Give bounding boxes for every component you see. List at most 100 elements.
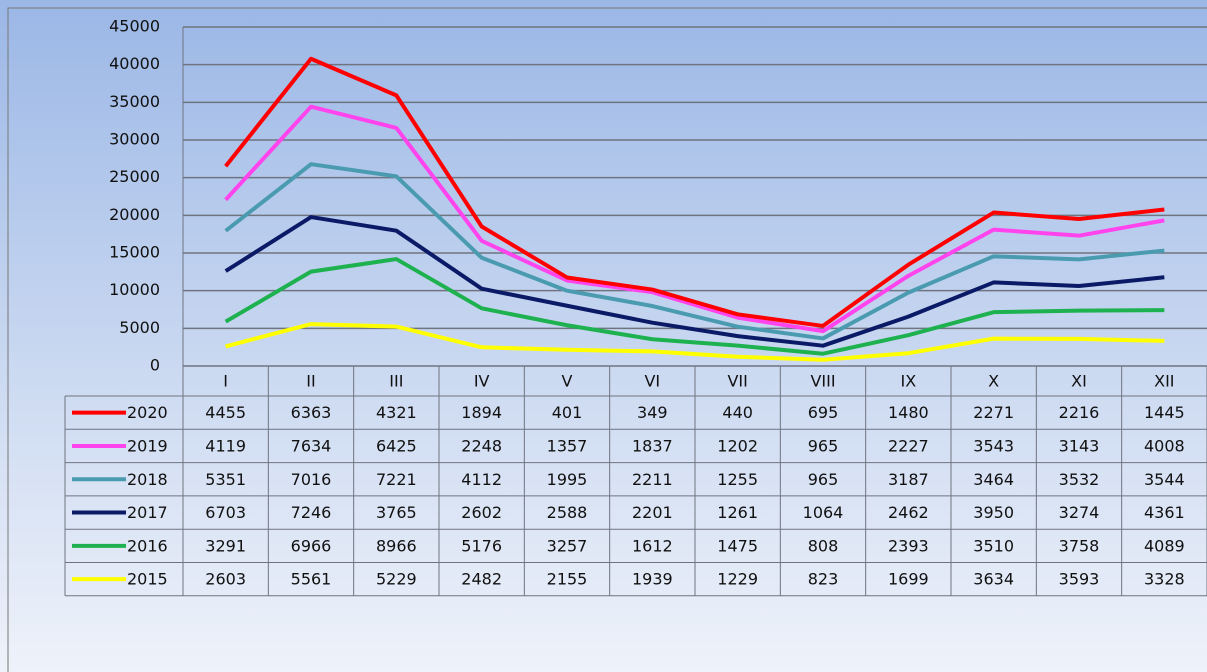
table-value: 808 — [808, 536, 839, 555]
table-value: 1837 — [632, 436, 673, 455]
table-value: 2482 — [461, 570, 502, 589]
y-tick-label: 45000 — [109, 17, 160, 36]
table-value: 3510 — [973, 536, 1014, 555]
table-value: 3532 — [1059, 470, 1100, 489]
table-value: 1995 — [547, 470, 588, 489]
table-value: 1699 — [888, 570, 929, 589]
legend-label: 2015 — [127, 570, 168, 589]
table-value: 7016 — [291, 470, 332, 489]
x-tick-label: VI — [644, 372, 660, 391]
table-value: 3593 — [1059, 570, 1100, 589]
x-tick-label: V — [562, 372, 573, 391]
series-line — [224, 162, 1165, 341]
table-value: 695 — [808, 403, 839, 422]
y-tick-label: 35000 — [109, 92, 160, 111]
table-value: 3257 — [547, 536, 588, 555]
table-value: 965 — [808, 436, 839, 455]
table-value: 1229 — [717, 570, 758, 589]
series-line — [224, 257, 1165, 356]
x-tick-label: III — [389, 372, 403, 391]
series-line — [224, 104, 1165, 334]
x-tick-label: VIII — [810, 372, 835, 391]
table-value: 440 — [722, 403, 753, 422]
table-value: 7221 — [376, 470, 417, 489]
table-value: 1255 — [717, 470, 758, 489]
table-value: 2588 — [547, 503, 588, 522]
table-value: 6703 — [205, 503, 246, 522]
table-value: 1894 — [461, 403, 502, 422]
table-value: 3464 — [973, 470, 1014, 489]
table-value: 3143 — [1059, 436, 1100, 455]
y-tick-label: 0 — [150, 356, 160, 375]
legend-label: 2017 — [127, 503, 168, 522]
table-value: 4119 — [205, 436, 246, 455]
table-value: 4361 — [1144, 503, 1185, 522]
table-value: 1939 — [632, 570, 673, 589]
x-tick-label: X — [988, 372, 999, 391]
table-value: 823 — [808, 570, 839, 589]
series-line — [224, 215, 1165, 348]
table-value: 3765 — [376, 503, 417, 522]
table-value: 1064 — [803, 503, 844, 522]
table-value: 1445 — [1144, 403, 1185, 422]
table-value: 8966 — [376, 536, 417, 555]
table-value: 1475 — [717, 536, 758, 555]
table-value: 3187 — [888, 470, 929, 489]
series-line — [225, 322, 1165, 362]
table-value: 2211 — [632, 470, 673, 489]
table-value: 6425 — [376, 436, 417, 455]
table-value: 2216 — [1059, 403, 1100, 422]
table-value: 1612 — [632, 536, 673, 555]
table-value: 4321 — [376, 403, 417, 422]
series-line — [224, 56, 1165, 328]
x-tick-label: I — [223, 372, 228, 391]
table-value: 1202 — [717, 436, 758, 455]
y-tick-label: 5000 — [119, 318, 160, 337]
table-value: 2271 — [973, 403, 1014, 422]
x-tick-label: IV — [474, 372, 490, 391]
x-tick-label: VII — [727, 372, 747, 391]
table-value: 3634 — [973, 570, 1014, 589]
y-tick-label: 10000 — [109, 280, 160, 299]
table-value: 4089 — [1144, 536, 1185, 555]
table-value: 2201 — [632, 503, 673, 522]
legend-label: 2019 — [127, 436, 168, 455]
table-value: 3543 — [973, 436, 1014, 455]
table-value: 1261 — [717, 503, 758, 522]
x-tick-label: II — [306, 372, 315, 391]
legend-label: 2018 — [127, 470, 168, 489]
table-value: 6363 — [291, 403, 332, 422]
table-value: 2248 — [461, 436, 502, 455]
table-value: 1480 — [888, 403, 929, 422]
table-value: 401 — [552, 403, 583, 422]
y-tick-label: 30000 — [109, 130, 160, 149]
table-value: 1357 — [547, 436, 588, 455]
table-value: 6966 — [291, 536, 332, 555]
table-value: 4008 — [1144, 436, 1185, 455]
table-value: 4455 — [205, 403, 246, 422]
table-value: 3544 — [1144, 470, 1185, 489]
chart-border — [7, 7, 1207, 672]
table-value: 5561 — [291, 570, 332, 589]
x-tick-label: IX — [900, 372, 916, 391]
table-value: 349 — [637, 403, 668, 422]
table-value: 2602 — [461, 503, 502, 522]
table-value: 2393 — [888, 536, 929, 555]
table-value: 5351 — [205, 470, 246, 489]
table-value: 5176 — [461, 536, 502, 555]
table-value: 2155 — [547, 570, 588, 589]
table-value: 3950 — [973, 503, 1014, 522]
table-value: 4112 — [461, 470, 502, 489]
table-value: 965 — [808, 470, 839, 489]
table-value: 3328 — [1144, 570, 1185, 589]
legend-label: 2016 — [127, 536, 168, 555]
y-tick-label: 15000 — [109, 243, 160, 262]
table-value: 2462 — [888, 503, 929, 522]
table-value: 2227 — [888, 436, 929, 455]
table-value: 7634 — [291, 436, 332, 455]
x-tick-label: XI — [1071, 372, 1087, 391]
table-value: 3758 — [1059, 536, 1100, 555]
table-value: 7246 — [291, 503, 332, 522]
